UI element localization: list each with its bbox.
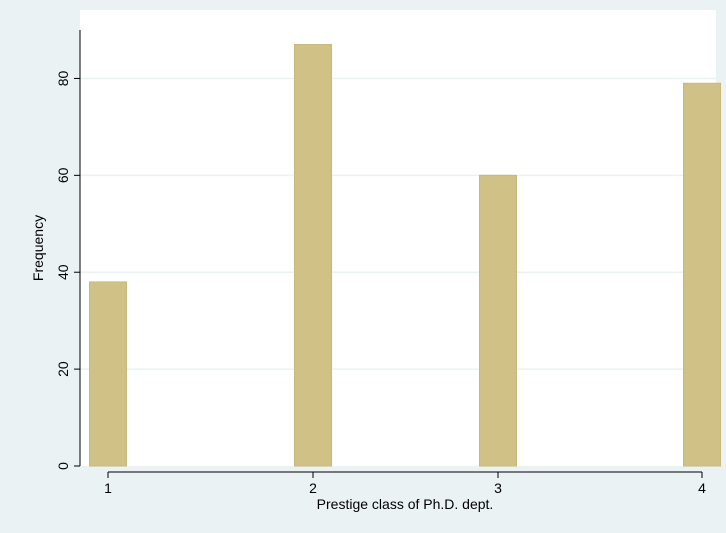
x-axis-label: Prestige class of Ph.D. dept. xyxy=(317,496,494,512)
axes xyxy=(79,30,702,473)
bar-3 xyxy=(479,174,517,467)
y-tick-label-80: 80 xyxy=(55,70,71,86)
x-tick-label-2: 2 xyxy=(309,480,317,496)
y-tick-label-60: 60 xyxy=(55,167,71,183)
bar-1 xyxy=(89,281,127,467)
x-tick-label-4: 4 xyxy=(698,480,706,496)
gridlines xyxy=(80,77,716,370)
x-tick-label-3: 3 xyxy=(494,480,502,496)
y-tick-label-40: 40 xyxy=(55,264,71,280)
bars xyxy=(89,44,721,467)
plot-area-background xyxy=(80,10,716,466)
bar-4 xyxy=(683,82,721,467)
x-axis-ticks: 1 2 3 4 xyxy=(104,472,706,496)
y-tick-label-0: 0 xyxy=(55,462,71,470)
x-tick-label-1: 1 xyxy=(104,480,112,496)
y-axis-label: Frequency xyxy=(30,215,46,281)
y-axis-ticks: 0 20 40 60 80 xyxy=(55,70,80,470)
bar-2 xyxy=(294,44,332,467)
y-tick-label-20: 20 xyxy=(55,361,71,377)
